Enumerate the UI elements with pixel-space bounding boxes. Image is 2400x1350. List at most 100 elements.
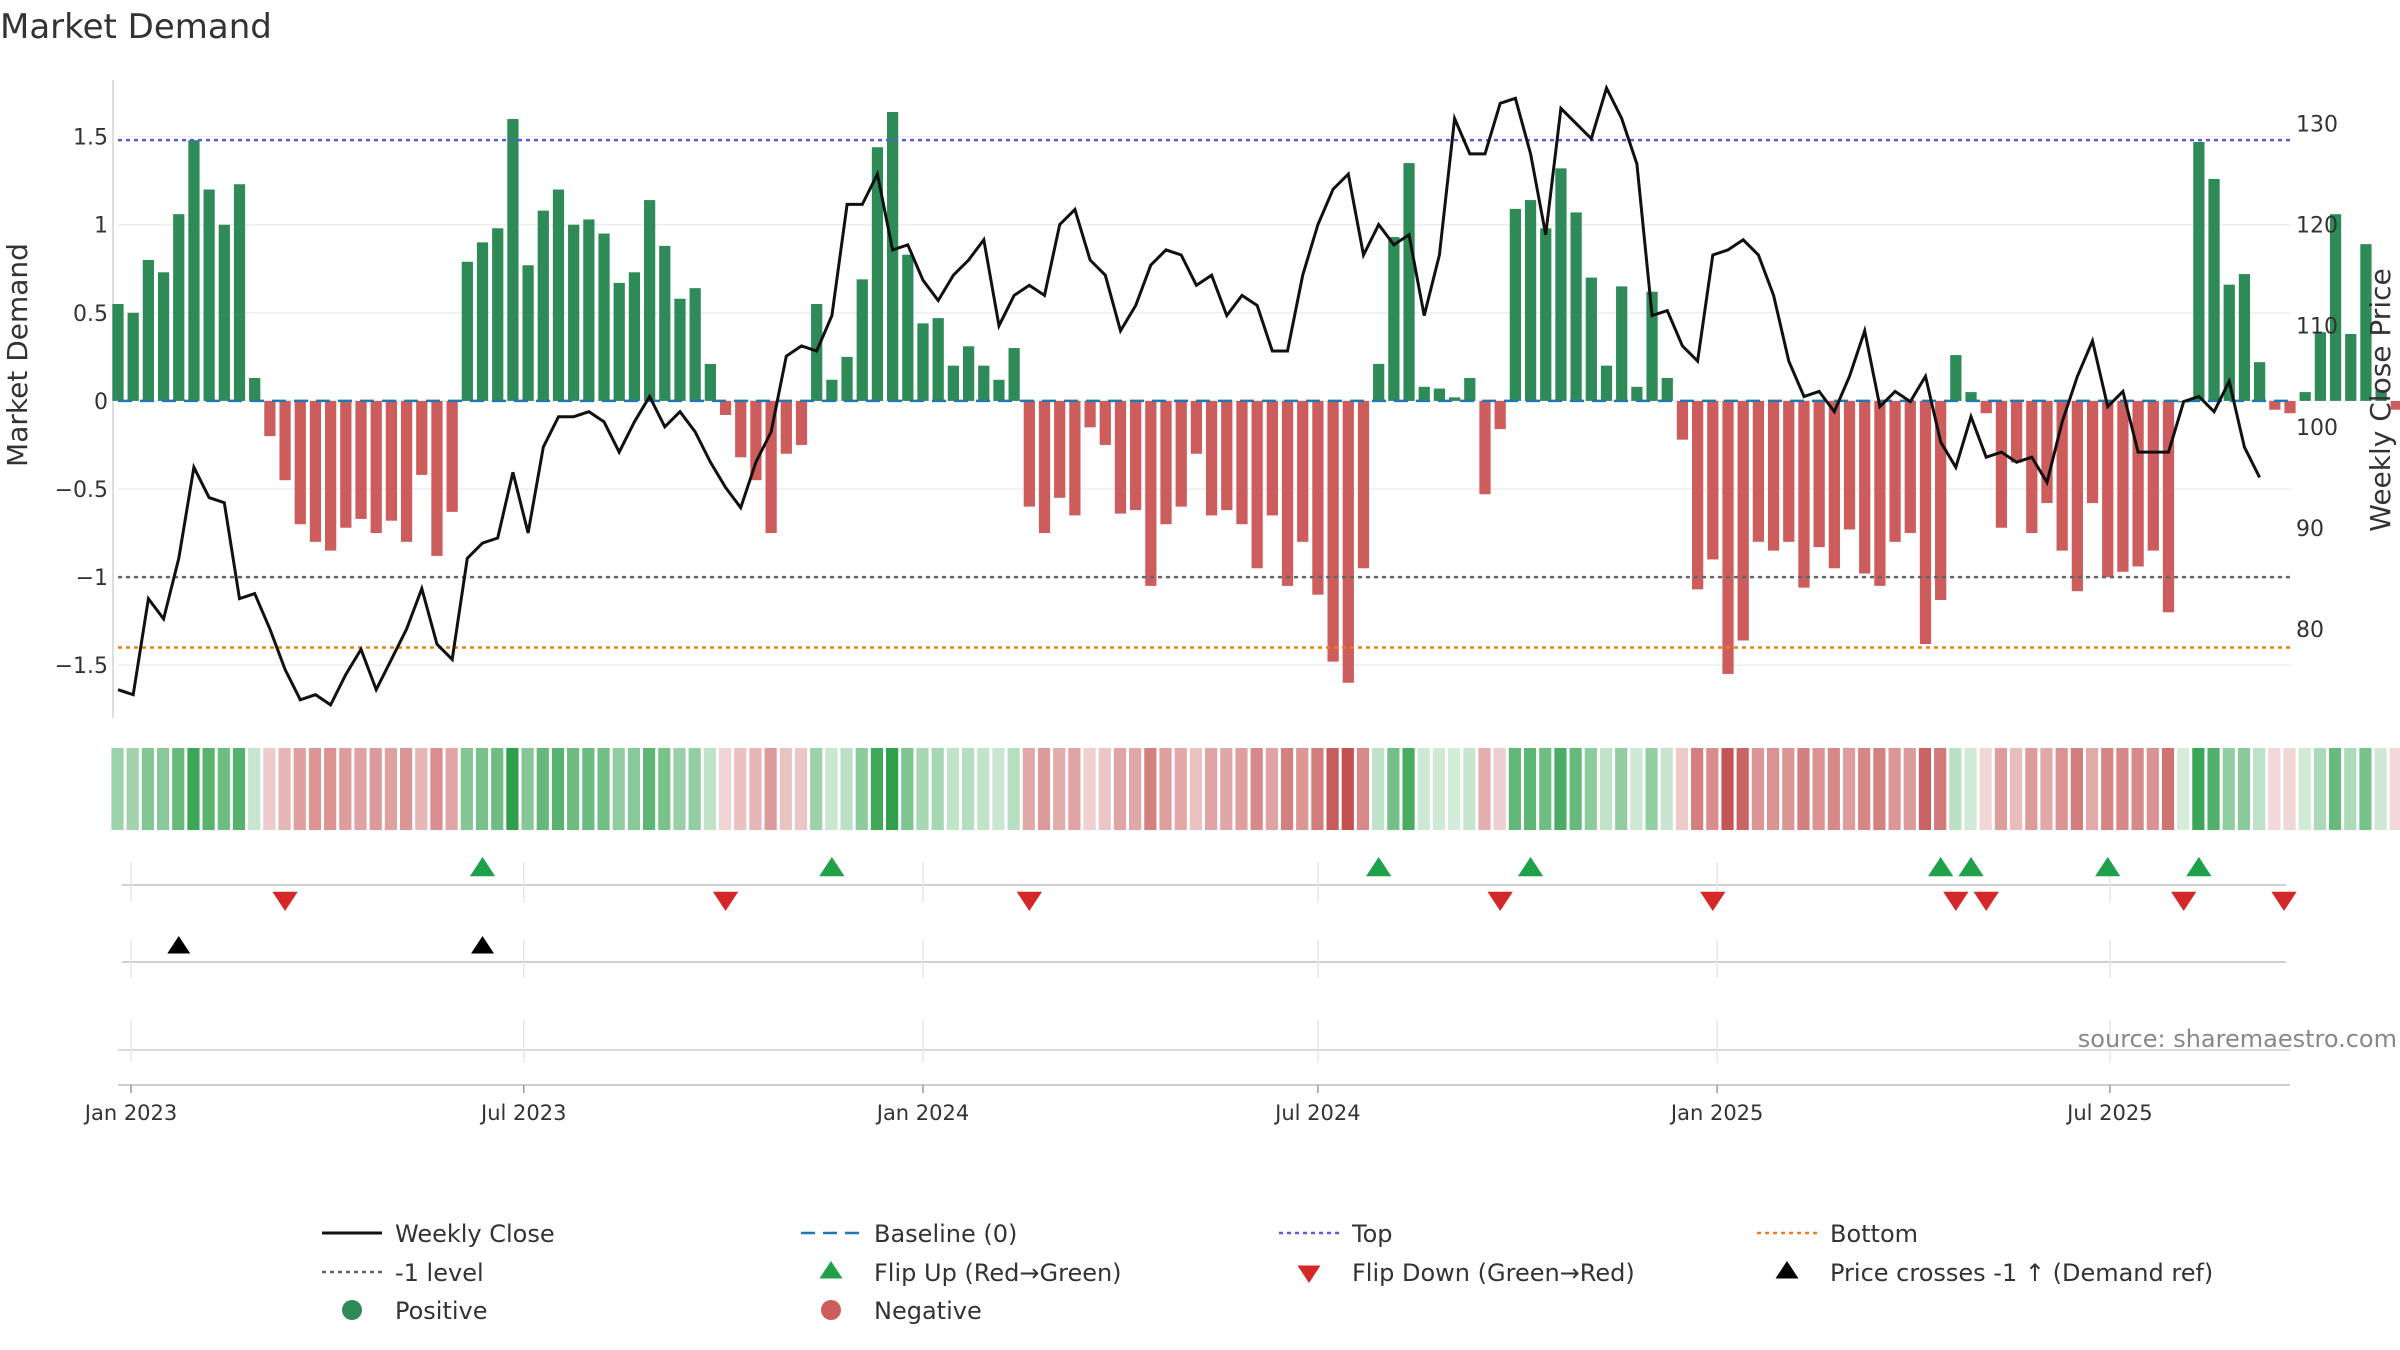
heat-cell	[2283, 748, 2296, 830]
heat-cell	[202, 748, 215, 830]
demand-bar	[1099, 400, 1111, 445]
heat-cell	[339, 748, 352, 830]
flip-down-marker	[1487, 891, 1513, 911]
demand-bar	[962, 346, 975, 401]
left-tick-label: 0	[94, 390, 108, 415]
heat-cell	[1721, 748, 1734, 830]
heat-cell	[2359, 748, 2372, 830]
demand-bar	[1904, 400, 1916, 534]
heat-cell	[1037, 748, 1051, 830]
date-tick-label: Jan 2023	[83, 1101, 178, 1125]
demand-bar	[1676, 400, 1689, 440]
legend-label: Weekly Close	[395, 1220, 555, 1248]
demand-bar	[765, 400, 777, 534]
demand-bar	[871, 147, 884, 401]
demand-bar	[1114, 400, 1127, 514]
demand-bar	[1008, 348, 1020, 401]
demand-bar	[127, 312, 139, 401]
flip-markers-panel	[122, 857, 2297, 911]
heat-cell	[475, 748, 489, 830]
demand-bar	[1297, 400, 1309, 542]
heat-cell	[2298, 748, 2311, 830]
demand-bar	[446, 400, 458, 512]
heat-cell	[1341, 748, 1354, 830]
demand-bar	[400, 400, 413, 542]
demand-bar	[1919, 400, 1932, 645]
demand-bar	[1373, 363, 1385, 401]
demand-bar	[2010, 400, 2023, 463]
heat-cell	[1417, 748, 1430, 830]
heat-cell	[1129, 748, 1142, 830]
demand-bar	[1342, 400, 1354, 683]
flip-down-marker	[1973, 891, 1999, 911]
heat-cell	[1584, 748, 1597, 830]
flip-down-marker	[1016, 891, 1042, 911]
heat-cell	[2374, 748, 2387, 830]
legend-swatch	[819, 1261, 843, 1279]
heat-cell	[946, 748, 959, 830]
heat-cell	[2344, 748, 2357, 830]
demand-bar	[887, 111, 899, 401]
right-tick-label: 130	[2296, 113, 2338, 138]
legend-label: Baseline (0)	[874, 1220, 1017, 1248]
heat-cell	[551, 748, 565, 830]
demand-bar	[537, 210, 549, 401]
heat-cell	[430, 748, 443, 830]
price-cross-marker	[471, 936, 495, 954]
heat-cell	[1888, 748, 1901, 830]
demand-bar	[2086, 400, 2099, 504]
demand-bar	[157, 272, 170, 401]
right-axis: 130 120 110 100 90 80	[2296, 113, 2338, 644]
right-tick-label: 120	[2296, 214, 2338, 239]
heat-cell	[1994, 748, 2008, 830]
left-tick-label: −1.5	[55, 654, 108, 679]
demand-bar	[1054, 400, 1066, 498]
demand-bar	[1266, 400, 1278, 516]
heat-cell	[1448, 748, 1461, 830]
heat-cell	[643, 748, 656, 830]
legend-label: -1 level	[395, 1259, 484, 1287]
heat-cell	[855, 748, 868, 830]
demand-bar	[2162, 400, 2175, 613]
legend-item-top: Top	[1279, 1220, 1393, 1248]
demand-bar	[917, 323, 929, 401]
flip-up-marker	[1928, 857, 1954, 877]
heat-cell	[992, 748, 1005, 830]
demand-bar	[1585, 277, 1597, 401]
heat-cell	[1174, 748, 1187, 830]
legend-item-flip-down: Flip Down (Green→Red)	[1297, 1259, 1635, 1287]
heat-cell	[172, 748, 185, 830]
heat-cell	[384, 748, 397, 830]
demand-bar	[385, 400, 398, 521]
heat-cell	[415, 748, 428, 830]
heat-cell	[1356, 748, 1370, 830]
date-tick-label: Jul 2023	[479, 1101, 566, 1125]
demand-bar	[932, 318, 944, 401]
legend-label: Top	[1351, 1220, 1393, 1248]
demand-bar	[583, 219, 595, 401]
demand-bar	[112, 304, 124, 401]
demand-bar	[1236, 400, 1248, 525]
heat-cell	[491, 748, 504, 830]
demand-bar	[1494, 400, 1506, 430]
heat-cell	[567, 748, 580, 830]
demand-bar	[1752, 400, 1765, 542]
demand-bar	[1965, 392, 1977, 401]
demand-bar	[203, 189, 215, 401]
legend-label: Flip Up (Red→Green)	[874, 1259, 1122, 1287]
heat-cell	[2268, 748, 2281, 830]
legend-item-positive: Positive	[342, 1297, 488, 1325]
legend-swatch	[1775, 1261, 1799, 1279]
legend-label: Negative	[874, 1297, 982, 1325]
demand-bar	[476, 242, 489, 401]
demand-bar	[188, 140, 200, 401]
heat-cell	[506, 748, 519, 830]
demand-bar	[1251, 400, 1263, 569]
date-tick-label: Jul 2024	[1273, 1101, 1360, 1125]
heat-cell	[916, 748, 929, 830]
heat-cell	[1827, 748, 1840, 830]
demand-bar	[1889, 400, 1901, 542]
heat-cell	[870, 748, 884, 830]
left-tick-label: −1	[76, 566, 108, 591]
